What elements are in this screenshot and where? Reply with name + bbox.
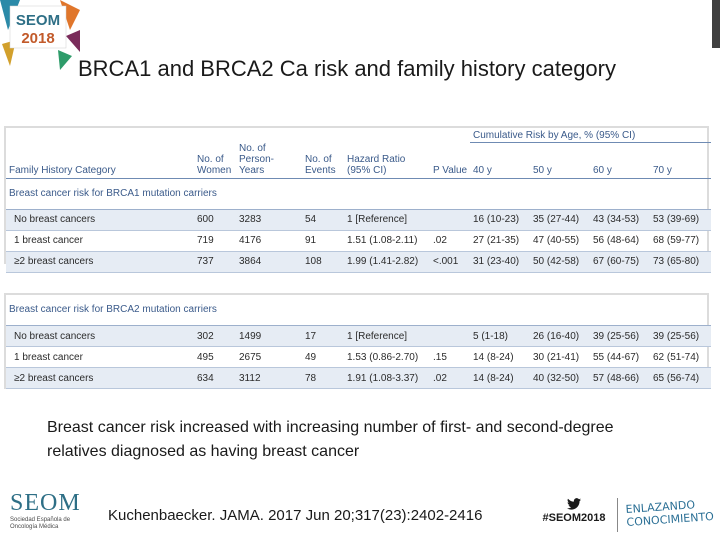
cell-events: 17 [302, 325, 344, 347]
col-age-70: 70 y [650, 142, 712, 179]
col-events: No. of Events [302, 142, 344, 179]
cell-age-50: 50 (42-58) [530, 251, 590, 273]
cell-women: 634 [194, 367, 236, 389]
slide-caption: Breast cancer risk increased with increa… [47, 419, 614, 460]
cell-person-years: 4176 [236, 230, 302, 252]
table-row: 1 breast cancer 719 4176 91 1.51 (1.08-2… [6, 230, 712, 252]
cell-p-value: <.001 [430, 251, 470, 273]
col-person-years: No. of Person-Years [236, 142, 302, 179]
cell-age-70: 62 (51-74) [650, 346, 712, 368]
cell-events: 78 [302, 367, 344, 389]
slogan: ENLAZANDO CONOCIMIENTO [625, 497, 714, 529]
table-row: ≥2 breast cancers 634 3112 78 1.91 (1.08… [6, 367, 712, 389]
twitter-icon [567, 498, 581, 510]
slide-title: BRCA1 and BRCA2 Ca risk and family histo… [78, 56, 616, 81]
cell-p-value: .02 [430, 367, 470, 389]
brca1-section-label: Breast cancer risk for BRCA1 mutation ca… [6, 178, 712, 210]
cell-age-40: 27 (21-35) [470, 230, 530, 252]
cell-age-60: 56 (48-64) [590, 230, 650, 252]
cell-age-60: 43 (34-53) [590, 209, 650, 231]
logo-year: 2018 [21, 30, 54, 47]
seom-subtitle: Sociedad Española de Oncología Médica [10, 517, 71, 530]
col-p-value: P Value [430, 142, 470, 179]
cell-p-value [430, 325, 470, 347]
col-hazard-ratio: Hazard Ratio (95% CI) [344, 142, 430, 179]
cell-age-50: 40 (32-50) [530, 367, 590, 389]
row-label: ≥2 breast cancers [6, 251, 194, 273]
cell-events: 108 [302, 251, 344, 273]
cell-person-years: 3283 [236, 209, 302, 231]
cell-women: 737 [194, 251, 236, 273]
cell-events: 54 [302, 209, 344, 231]
seom-2018-logo: SEOM 2018 [0, 0, 80, 70]
col-age-50: 50 y [530, 142, 590, 179]
cell-hazard-ratio: 1 [Reference] [344, 209, 430, 231]
cell-p-value: .02 [430, 230, 470, 252]
cell-age-70: 39 (25-56) [650, 325, 712, 347]
cell-person-years: 3864 [236, 251, 302, 273]
table-row: ≥2 breast cancers 737 3864 108 1.99 (1.4… [6, 251, 712, 273]
cell-hazard-ratio: 1.53 (0.86-2.70) [344, 346, 430, 368]
cell-age-70: 65 (56-74) [650, 367, 712, 389]
row-label: 1 breast cancer [6, 346, 194, 368]
col-age-60: 60 y [590, 142, 650, 179]
cell-age-40: 14 (8-24) [470, 367, 530, 389]
cell-person-years: 3112 [236, 367, 302, 389]
row-label: No breast cancers [6, 325, 194, 347]
hashtag-block: #SEOM2018 [538, 498, 610, 524]
cell-events: 49 [302, 346, 344, 368]
cell-age-70: 53 (39-69) [650, 209, 712, 231]
footer-divider [617, 498, 618, 532]
cell-age-50: 47 (40-55) [530, 230, 590, 252]
cell-age-40: 5 (1-18) [470, 325, 530, 347]
col-women: No. of Women [194, 142, 236, 179]
row-label: ≥2 breast cancers [6, 367, 194, 389]
cell-women: 302 [194, 325, 236, 347]
cell-events: 91 [302, 230, 344, 252]
cell-person-years: 2675 [236, 346, 302, 368]
cell-age-60: 57 (48-66) [590, 367, 650, 389]
hashtag-text: #SEOM2018 [542, 512, 606, 524]
cell-age-40: 16 (10-23) [470, 209, 530, 231]
table-row: No breast cancers 600 3283 54 1 [Referen… [6, 209, 712, 231]
citation: Kuchenbaecker. JAMA. 2017 Jun 20;317(23)… [108, 507, 483, 524]
brca2-section-label: Breast cancer risk for BRCA2 mutation ca… [6, 295, 712, 326]
cell-age-60: 39 (25-56) [590, 325, 650, 347]
col-category: Family History Category [6, 142, 194, 179]
cell-age-40: 31 (23-40) [470, 251, 530, 273]
cell-age-50: 35 (27-44) [530, 209, 590, 231]
row-label: No breast cancers [6, 209, 194, 231]
table-row: 1 breast cancer 495 2675 49 1.53 (0.86-2… [6, 346, 712, 368]
cumulative-risk-header: Cumulative Risk by Age, % (95% CI) [470, 128, 712, 143]
cell-women: 719 [194, 230, 236, 252]
cell-age-70: 68 (59-77) [650, 230, 712, 252]
risk-table-brca1: Cumulative Risk by Age, % (95% CI) Famil… [6, 128, 712, 273]
seom-wordmark: SEOM [10, 490, 81, 516]
cell-hazard-ratio: 1.91 (1.08-3.37) [344, 367, 430, 389]
cell-p-value [430, 209, 470, 231]
cell-person-years: 1499 [236, 325, 302, 347]
cell-women: 495 [194, 346, 236, 368]
cell-age-40: 14 (8-24) [470, 346, 530, 368]
cell-age-50: 26 (16-40) [530, 325, 590, 347]
row-label: 1 breast cancer [6, 230, 194, 252]
cell-age-70: 73 (65-80) [650, 251, 712, 273]
cell-hazard-ratio: 1.99 (1.41-2.82) [344, 251, 430, 273]
cell-hazard-ratio: 1.51 (1.08-2.11) [344, 230, 430, 252]
seom-footer-logo: SEOM Sociedad Española de Oncología Médi… [10, 490, 90, 531]
risk-table-brca2: Breast cancer risk for BRCA2 mutation ca… [6, 295, 712, 389]
cell-women: 600 [194, 209, 236, 231]
cell-age-60: 55 (44-67) [590, 346, 650, 368]
table-row: No breast cancers 302 1499 17 1 [Referen… [6, 325, 712, 347]
corner-decoration [712, 0, 720, 48]
brca1-table-panel: Cumulative Risk by Age, % (95% CI) Famil… [4, 126, 712, 273]
logo-brand: SEOM [16, 12, 60, 29]
cell-p-value: .15 [430, 346, 470, 368]
cell-age-50: 30 (21-41) [530, 346, 590, 368]
cell-age-60: 67 (60-75) [590, 251, 650, 273]
cell-hazard-ratio: 1 [Reference] [344, 325, 430, 347]
col-age-40: 40 y [470, 142, 530, 179]
brca2-table-panel: Breast cancer risk for BRCA2 mutation ca… [4, 293, 712, 389]
